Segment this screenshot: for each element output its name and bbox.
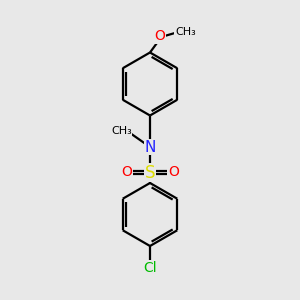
Text: CH₃: CH₃ [111,126,132,136]
Text: N: N [144,140,156,154]
Text: O: O [168,166,179,179]
Text: Cl: Cl [143,261,157,275]
Text: CH₃: CH₃ [175,27,196,37]
Text: O: O [154,29,165,43]
Text: O: O [121,166,132,179]
Text: S: S [145,164,155,181]
